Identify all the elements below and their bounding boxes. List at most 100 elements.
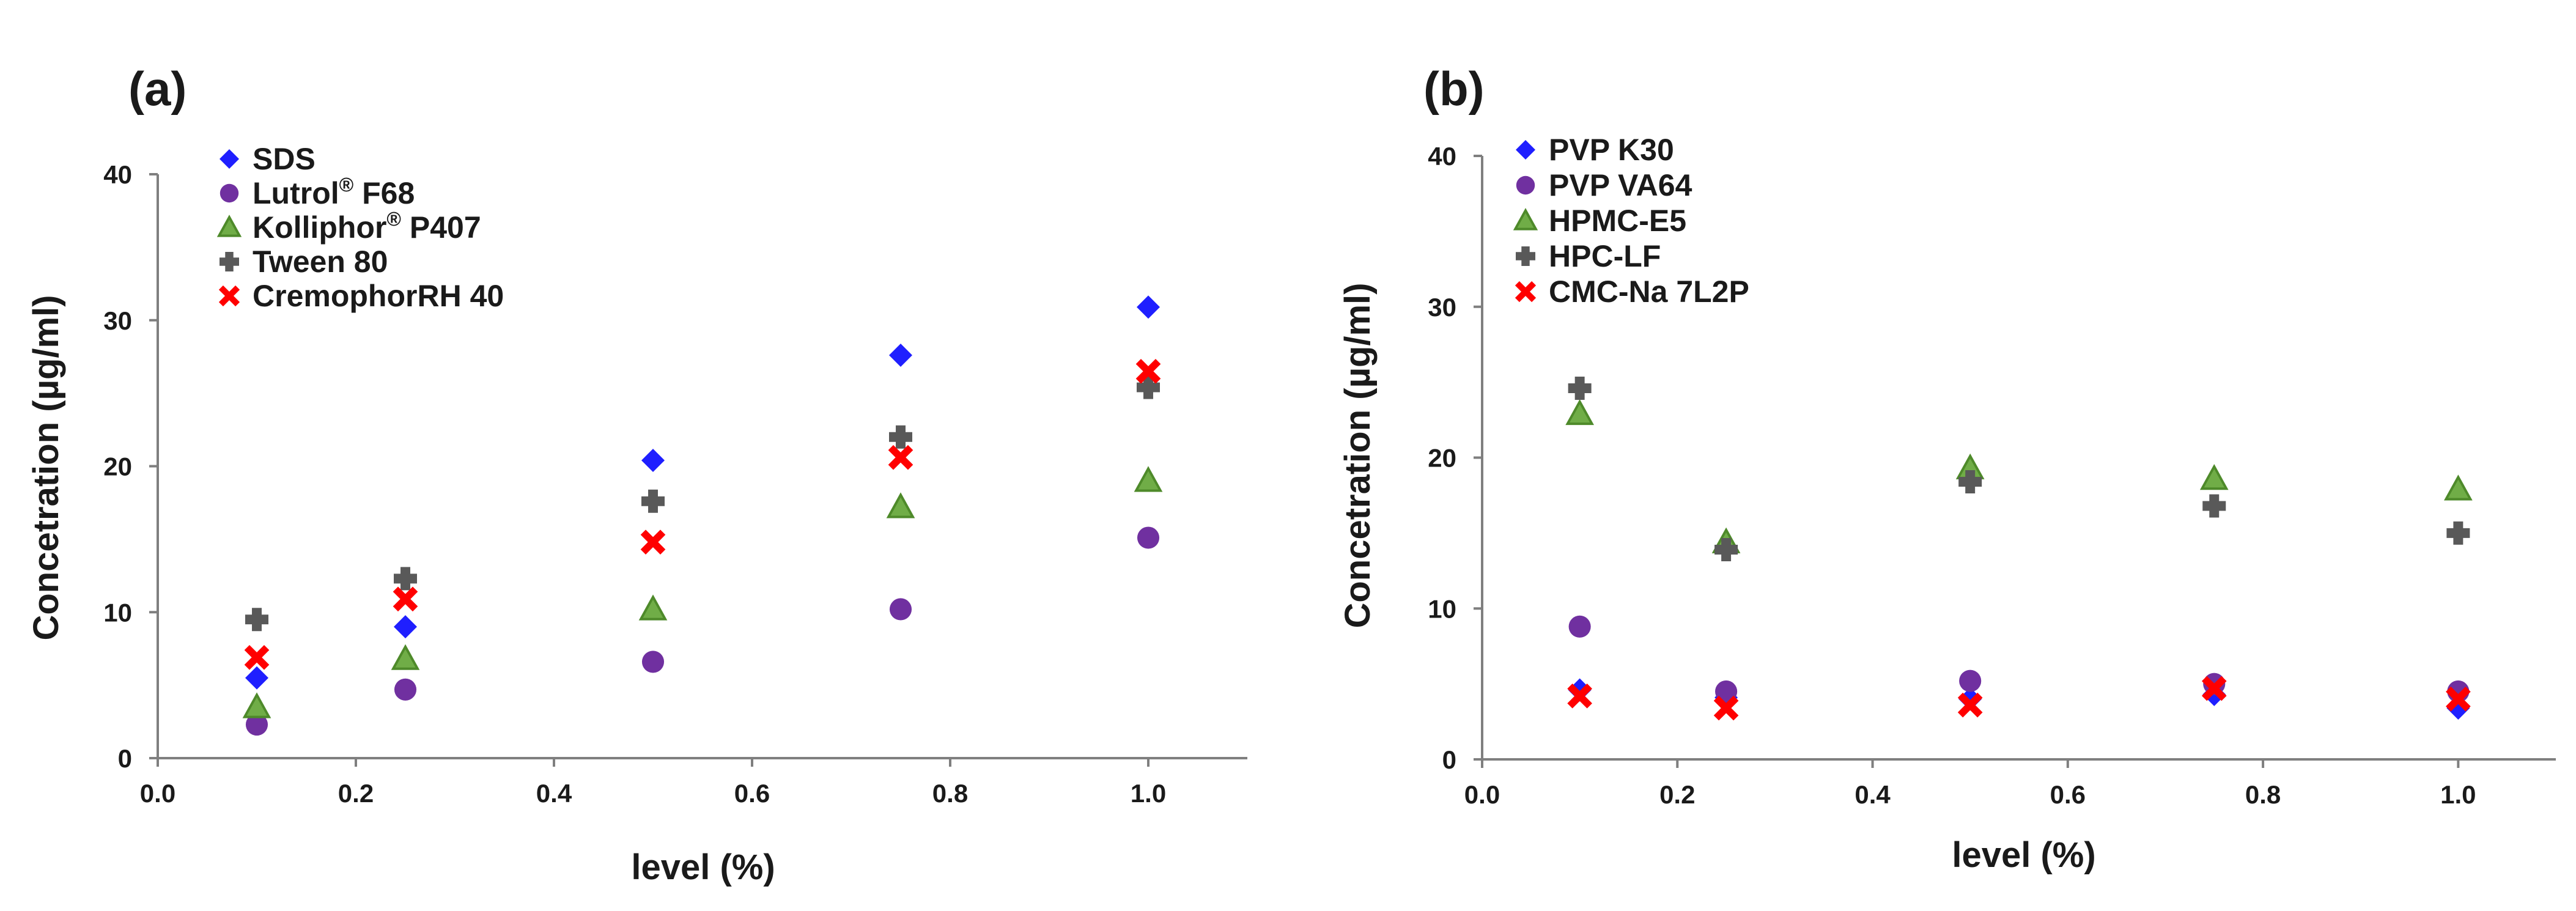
panel-label-b: (b)	[1423, 62, 1485, 116]
point-lutrol-f68	[394, 678, 417, 701]
point-tween-80	[889, 425, 912, 449]
y-tick-label: 10	[103, 598, 132, 627]
legend-item-kolliphor-p407: Kolliphor® P407	[216, 208, 481, 245]
point-cremophorrh-40	[1135, 358, 1161, 384]
point-sds	[245, 666, 268, 690]
x-tick-label: 0.4	[536, 779, 572, 808]
legend-item-cremophorrh-40: CremophorRH 40	[218, 279, 504, 313]
point-hpc-lf	[1568, 376, 1592, 400]
point-kolliphor-p407	[638, 594, 668, 621]
point-cmc-na-7l2p	[2201, 676, 2227, 701]
x-tick-label: 0.2	[338, 779, 374, 808]
point-hpmc-e5	[2199, 463, 2229, 490]
x-tick-label: 1.0	[1131, 779, 1166, 808]
y-tick-label: 10	[1428, 594, 1456, 623]
legend-marker-hpmc-e5	[1513, 208, 1538, 231]
legend-item-pvp-va64: PVP VA64	[1516, 168, 1692, 202]
legend-label: PVP VA64	[1549, 168, 1692, 202]
point-lutrol-f68	[889, 598, 912, 621]
y-tick-label: 40	[103, 160, 132, 189]
x-tick-label: 0.4	[1854, 780, 1891, 809]
point-cremophorrh-40	[393, 586, 418, 612]
legend-item-hpc-lf: HPC-LF	[1516, 239, 1661, 273]
x-tick-label: 0.8	[932, 779, 968, 808]
chart-panel-b: (b) Concetration (µg/ml) level (%) 0.0 0.…	[1338, 62, 2556, 875]
legend-marker-sds	[220, 149, 239, 169]
point-lutrol-f68	[1137, 526, 1160, 549]
point-lutrol-f68	[641, 651, 665, 673]
legend-item-cmc-na-7l2p: CMC-Na 7L2P	[1515, 275, 1749, 309]
point-pvp-k30	[1568, 678, 1592, 702]
legend-label: CMC-Na 7L2P	[1549, 275, 1749, 309]
y-ticks-b: 0 10 20 30 40	[1428, 142, 1482, 774]
legend-marker-tween-80	[220, 252, 239, 271]
y-tick-label: 30	[103, 306, 132, 335]
x-tick-label: 0.2	[1659, 780, 1695, 809]
x-tick-label: 1.0	[2440, 780, 2476, 809]
data-points-b	[1565, 376, 2473, 721]
y-axis-title-a: Concetration (µg/ml)	[26, 295, 66, 640]
point-cremophorrh-40	[640, 529, 666, 555]
x-ticks-b: 0.0 0.2 0.4 0.6 0.8 1.0	[1464, 759, 2476, 809]
legend-marker-pvp-k30	[1516, 140, 1535, 160]
y-tick-label: 20	[103, 452, 132, 481]
y-axis-title-b: Concetration (µg/ml)	[1338, 282, 1378, 628]
point-hpmc-e5	[2444, 474, 2473, 501]
point-kolliphor-p407	[391, 644, 420, 670]
point-hpc-lf	[1714, 538, 1738, 562]
y-tick-label: 0	[1442, 745, 1456, 774]
point-tween-80	[641, 489, 665, 513]
point-sds	[889, 344, 912, 367]
point-cremophorrh-40	[244, 644, 270, 670]
point-hpc-lf	[2202, 494, 2226, 518]
legend-marker-hpc-lf	[1516, 246, 1535, 266]
point-pvp-k30	[1958, 687, 1982, 711]
point-kolliphor-p407	[1134, 466, 1163, 492]
x-tick-label: 0.6	[2050, 780, 2086, 809]
y-tick-label: 30	[1428, 293, 1456, 322]
legend-item-sds: SDS	[220, 142, 316, 176]
y-tick-label: 40	[1428, 142, 1456, 171]
x-axis-title-a: level (%)	[631, 847, 775, 887]
point-lutrol-f68	[245, 714, 268, 736]
point-hpc-lf	[2446, 521, 2470, 545]
point-tween-80	[245, 608, 268, 632]
y-tick-label: 0	[118, 744, 132, 773]
legend-label: CremophorRH 40	[253, 279, 504, 313]
point-sds	[641, 448, 665, 472]
legend-marker-lutrol-f68	[220, 183, 239, 203]
y-ticks-a: 0 10 20 30 40	[103, 160, 158, 773]
legend-label: Tween 80	[253, 245, 388, 279]
point-kolliphor-p407	[886, 492, 915, 518]
point-pvp-va64	[1715, 680, 1738, 703]
legend-label: Kolliphor® P407	[253, 208, 481, 245]
legend-label: PVP K30	[1549, 133, 1674, 167]
legend-label: Lutrol® F68	[253, 174, 415, 210]
x-axis-title-b: level (%)	[1952, 835, 2095, 875]
x-tick-label: 0.0	[140, 779, 175, 808]
legend-label: HPC-LF	[1549, 239, 1661, 273]
x-ticks-a: 0.0 0.2 0.4 0.6 0.8 1.0	[140, 758, 1166, 808]
y-tick-label: 20	[1428, 444, 1456, 473]
legend-marker-kolliphor-p407	[216, 215, 242, 237]
legend-item-pvp-k30: PVP K30	[1516, 133, 1674, 167]
point-pvp-va64	[1568, 615, 1591, 638]
point-tween-80	[1137, 375, 1160, 399]
panel-label-a: (a)	[128, 62, 186, 116]
point-cmc-na-7l2p	[2446, 686, 2471, 712]
point-sds	[1137, 295, 1160, 319]
point-hpmc-e5	[1565, 399, 1594, 426]
legend-item-tween-80: Tween 80	[220, 245, 388, 279]
legend-label: HPMC-E5	[1549, 204, 1686, 238]
point-tween-80	[394, 567, 417, 591]
data-points-a	[242, 295, 1163, 736]
point-cmc-na-7l2p	[1957, 692, 1983, 718]
point-hpc-lf	[1958, 470, 1982, 493]
legend-marker-cmc-na-7l2p	[1515, 281, 1537, 303]
x-tick-label: 0.6	[734, 779, 770, 808]
x-tick-label: 0.8	[2245, 780, 2281, 809]
point-cmc-na-7l2p	[1713, 695, 1739, 721]
